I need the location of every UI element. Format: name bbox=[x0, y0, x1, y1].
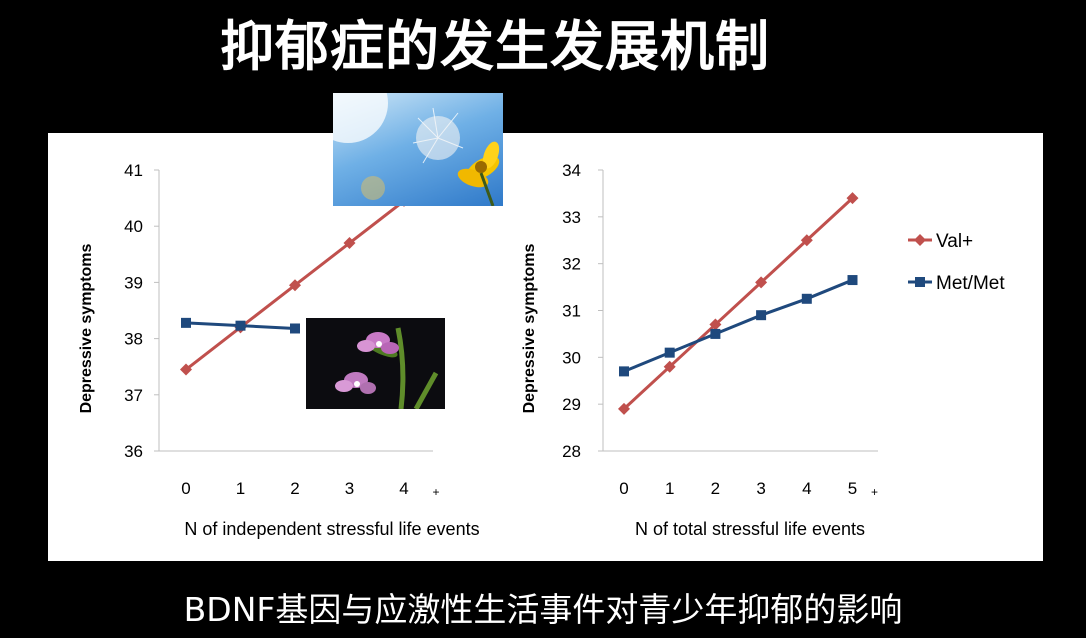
y-tick-label: 28 bbox=[562, 442, 581, 461]
x-axis-title: N of total stressful life events bbox=[635, 519, 865, 539]
slide-title: 抑郁症的发生发展机制 bbox=[220, 15, 770, 78]
orchid-stems bbox=[395, 327, 439, 409]
data-point-met-met bbox=[619, 366, 629, 377]
chart-panel: 36 37 38 39 40 41 0 1 2 3 4 + N of independent stres… bbox=[48, 133, 1043, 561]
data-point-val bbox=[846, 192, 859, 205]
x-tick-label: 4 bbox=[802, 479, 811, 498]
data-point-val bbox=[289, 279, 301, 292]
slide-caption: BDNF基因与应激性生活事件对青少年抑郁的影响 bbox=[183, 590, 903, 629]
data-point-met-met bbox=[847, 275, 858, 286]
y-tick-label: 36 bbox=[124, 442, 143, 461]
x-tick-label: 0 bbox=[619, 479, 628, 498]
data-point-met-met bbox=[801, 293, 812, 304]
dandelion-sky-photo bbox=[333, 93, 503, 206]
x-axis-title: N of independent stressful life events bbox=[184, 519, 479, 539]
data-point-val bbox=[343, 237, 356, 250]
data-point-val bbox=[618, 402, 630, 415]
x-tick-plus-label: + bbox=[871, 485, 878, 499]
y-tick-label: 29 bbox=[562, 395, 581, 414]
x-tick-label: 4 bbox=[399, 479, 408, 498]
y-tick-label: 37 bbox=[124, 386, 143, 405]
x-tick-label: 5 bbox=[848, 479, 857, 498]
data-point-val bbox=[709, 318, 722, 331]
data-point-val bbox=[755, 276, 768, 289]
data-point-met-met bbox=[756, 310, 767, 321]
data-point-val bbox=[800, 234, 813, 247]
legend-marker-val bbox=[914, 234, 926, 246]
data-point-met-met bbox=[290, 323, 300, 334]
dandelion-sky-image bbox=[333, 93, 500, 206]
data-point-met-met bbox=[710, 328, 721, 339]
x-tick-label: 3 bbox=[756, 479, 765, 498]
data-point-met-met bbox=[181, 317, 191, 328]
y-tick-label: 31 bbox=[562, 302, 581, 321]
yellow-flower bbox=[457, 141, 500, 206]
y-tick-label: 33 bbox=[562, 208, 581, 227]
orchid-flower-bottom bbox=[335, 372, 376, 394]
legend: Val+ Met/Met bbox=[908, 231, 1005, 294]
data-point-met-met bbox=[235, 320, 246, 331]
y-axis-title: Depressive symptoms bbox=[521, 243, 538, 413]
x-tick-plus-label: + bbox=[432, 485, 439, 499]
x-tick-label: 3 bbox=[345, 479, 354, 498]
y-tick-label: 34 bbox=[562, 161, 581, 180]
orchid-photo bbox=[306, 318, 445, 409]
y-tick-label: 30 bbox=[562, 348, 581, 367]
legend-label-met: Met/Met bbox=[936, 273, 1005, 294]
x-tick-label: 1 bbox=[665, 479, 674, 498]
orchid-image bbox=[335, 327, 439, 409]
y-tick-label: 41 bbox=[124, 161, 143, 180]
orchid-flower-top bbox=[357, 332, 399, 354]
series-line-val bbox=[622, 196, 854, 410]
sun-glow bbox=[333, 93, 388, 143]
chart-1: 36 37 38 39 40 41 0 1 2 3 4 + N of independent stres… bbox=[78, 161, 480, 539]
x-tick-label: 2 bbox=[290, 479, 299, 498]
y-axis-title: Depressive symptoms bbox=[78, 243, 95, 413]
y-tick-label: 40 bbox=[124, 217, 143, 236]
legend-marker-met bbox=[915, 277, 925, 287]
legend-label-val: Val+ bbox=[936, 231, 973, 252]
data-point-val bbox=[663, 360, 676, 373]
x-tick-label: 1 bbox=[236, 479, 245, 498]
y-tick-label: 39 bbox=[124, 273, 143, 292]
x-tick-label: 2 bbox=[711, 479, 720, 498]
data-point-met-met bbox=[664, 347, 675, 358]
dandelion-head bbox=[416, 116, 460, 160]
blurred-flower bbox=[361, 176, 385, 200]
series-line-met-met bbox=[623, 278, 854, 373]
x-tick-label: 0 bbox=[181, 479, 190, 498]
y-tick-label: 38 bbox=[124, 330, 143, 349]
data-point-val bbox=[180, 363, 192, 376]
y-tick-label: 32 bbox=[562, 255, 581, 274]
